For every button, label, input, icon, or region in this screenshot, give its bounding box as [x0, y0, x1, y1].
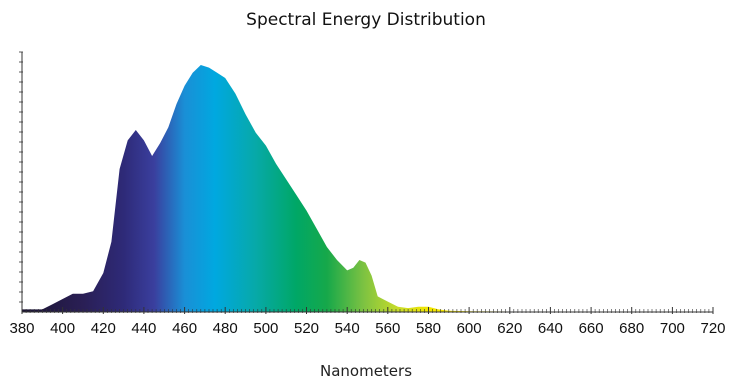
- x-tick-label: 440: [131, 320, 156, 337]
- x-tick-label: 460: [172, 320, 197, 337]
- x-tick-label: 600: [457, 320, 482, 337]
- chart-title: Spectral Energy Distribution: [246, 10, 486, 30]
- x-tick-label: 500: [253, 320, 278, 337]
- x-tick-label: 720: [700, 320, 725, 337]
- x-tick-label: 540: [335, 320, 360, 337]
- x-tick-label: 380: [9, 320, 34, 337]
- x-tick-label: 580: [416, 320, 441, 337]
- x-tick-label: 520: [294, 320, 319, 337]
- x-tick-label: 620: [497, 320, 522, 337]
- x-tick-label: 420: [91, 320, 116, 337]
- x-tick-label: 480: [213, 320, 238, 337]
- x-tick-label: 400: [50, 320, 75, 337]
- x-axis-label: Nanometers: [320, 362, 412, 380]
- spectrum-area-0: [22, 65, 713, 312]
- x-tick-label: 660: [579, 320, 604, 337]
- x-tick-label: 560: [375, 320, 400, 337]
- x-tick-label: 700: [660, 320, 685, 337]
- x-tick-label: 680: [619, 320, 644, 337]
- x-tick-label: 640: [538, 320, 563, 337]
- x-tick-labels: 380 400 420 440 460 480 500 520 540 560 580 600 620 6…: [9, 320, 725, 337]
- plot-area: [22, 65, 713, 312]
- axes: [19, 51, 714, 314]
